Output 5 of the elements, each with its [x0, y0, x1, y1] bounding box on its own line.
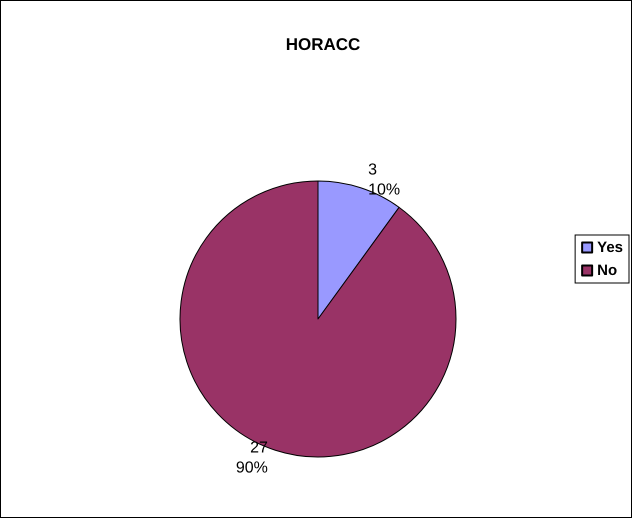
- chart-title: HORACC: [286, 35, 360, 54]
- legend-label: Yes: [597, 239, 624, 256]
- data-label: 3 10%: [368, 162, 400, 199]
- legend-label: No: [597, 262, 618, 279]
- data-label: 27 90%: [236, 439, 268, 476]
